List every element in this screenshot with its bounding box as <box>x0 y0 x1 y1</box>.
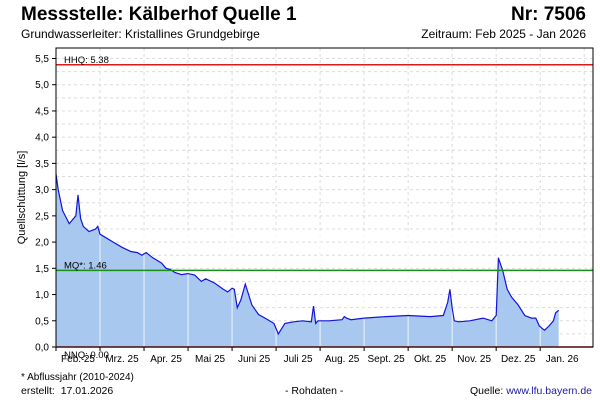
station-number: Nr: 7506 <box>511 4 586 25</box>
plot-frame <box>55 47 594 348</box>
y-tick-label: 2,0 <box>35 238 49 249</box>
x-tick-label: Aug. 25 <box>325 354 360 365</box>
discharge-area <box>56 173 559 347</box>
ref-label-2: NNQ: 0.00 <box>64 350 109 361</box>
x-tick-label: Sept. 25 <box>367 354 405 365</box>
raw-data-note: - Rohdaten - <box>285 385 344 397</box>
created-label: erstellt: <box>21 385 55 397</box>
y-tick-label: 1,5 <box>35 264 49 275</box>
created-date: erstellt: 17.01.2026 <box>21 385 113 397</box>
y-tick-label: 0,0 <box>35 343 49 354</box>
source: Quelle: www.lfu.bayern.de <box>470 385 592 397</box>
x-tick-label: Juni 25 <box>238 354 271 365</box>
x-tick-label: Feb. 25 <box>61 354 95 365</box>
y-tick-label: 2,5 <box>35 211 49 222</box>
y-tick-label: 4,0 <box>35 133 49 144</box>
ref-label-1: MQ*: 1.46 <box>64 260 107 271</box>
y-tick-label: 1,0 <box>35 290 49 301</box>
x-tick-label: Mrz. 25 <box>105 354 139 365</box>
period-label: Zeitraum: Feb 2025 - Jan 2026 <box>421 27 586 41</box>
source-label: Quelle: <box>470 385 504 397</box>
x-tick-label: Juli 25 <box>284 354 313 365</box>
page-title: Messstelle: Kälberhof Quelle 1 <box>21 4 297 25</box>
ref-label-0: HHQ: 5.38 <box>64 55 109 66</box>
x-tick-label: Jan. 26 <box>546 354 579 365</box>
y-tick-label: 4,5 <box>35 106 49 117</box>
created-date-value: 17.01.2026 <box>60 385 114 397</box>
y-tick-label: 3,5 <box>35 159 49 170</box>
y-tick-label: 0,5 <box>35 316 49 327</box>
x-tick-label: Mai 25 <box>195 354 225 365</box>
aquifer-label: Grundwasserleiter: Kristallines Grundgeb… <box>21 27 260 41</box>
source-link[interactable]: www.lfu.bayern.de <box>506 385 592 397</box>
x-tick-label: Okt. 25 <box>414 354 447 365</box>
x-tick-label: Apr. 25 <box>150 354 182 365</box>
footnote: * Abflussjahr (2010-2024) <box>21 372 134 383</box>
y-tick-label: 3,0 <box>35 185 49 196</box>
discharge-line <box>55 173 560 336</box>
y-tick-label: 5,5 <box>35 54 49 65</box>
y-axis-label: Quellschüttung [l/s] <box>16 151 28 245</box>
y-tick-label: 5,0 <box>35 80 49 91</box>
x-tick-label: Dez. 25 <box>501 354 536 365</box>
x-tick-label: Nov. 25 <box>457 354 491 365</box>
